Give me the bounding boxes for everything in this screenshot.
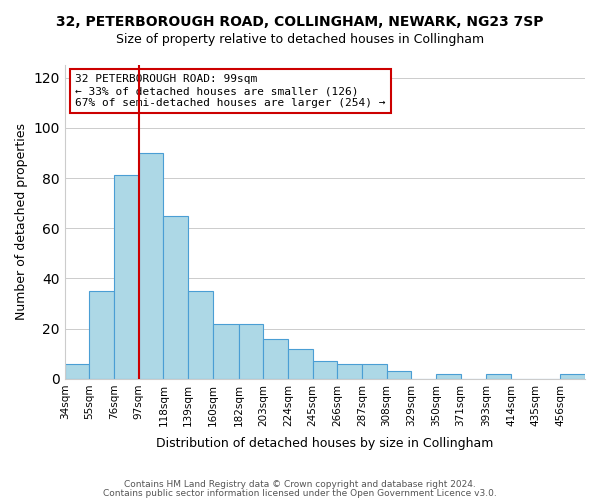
Text: 32 PETERBOROUGH ROAD: 99sqm
← 33% of detached houses are smaller (126)
67% of se: 32 PETERBOROUGH ROAD: 99sqm ← 33% of det… [75, 74, 386, 108]
Bar [362, 364, 386, 379]
Bar [386, 372, 411, 379]
Bar [139, 153, 163, 379]
Text: Contains HM Land Registry data © Crown copyright and database right 2024.: Contains HM Land Registry data © Crown c… [124, 480, 476, 489]
Bar [436, 374, 461, 379]
Text: Size of property relative to detached houses in Collingham: Size of property relative to detached ho… [116, 32, 484, 46]
Bar [89, 291, 114, 379]
Bar [487, 374, 511, 379]
Bar [213, 324, 239, 379]
Bar [163, 216, 188, 379]
X-axis label: Distribution of detached houses by size in Collingham: Distribution of detached houses by size … [156, 437, 494, 450]
Bar [65, 364, 89, 379]
Bar [239, 324, 263, 379]
Bar [188, 291, 213, 379]
Bar [313, 362, 337, 379]
Bar [337, 364, 362, 379]
Y-axis label: Number of detached properties: Number of detached properties [15, 124, 28, 320]
Text: 32, PETERBOROUGH ROAD, COLLINGHAM, NEWARK, NG23 7SP: 32, PETERBOROUGH ROAD, COLLINGHAM, NEWAR… [56, 15, 544, 29]
Bar [560, 374, 585, 379]
Bar [288, 349, 313, 379]
Text: Contains public sector information licensed under the Open Government Licence v3: Contains public sector information licen… [103, 488, 497, 498]
Bar [114, 176, 139, 379]
Bar [263, 338, 288, 379]
